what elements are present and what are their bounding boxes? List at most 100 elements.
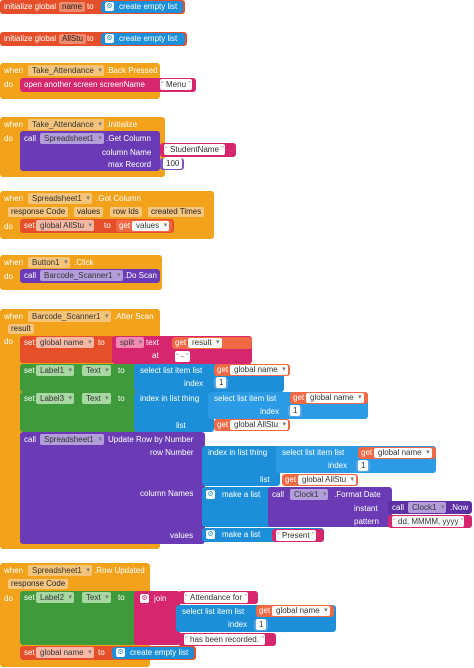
variable-dropdown[interactable]: global name <box>36 647 94 658</box>
number-block[interactable]: 1 <box>254 619 268 631</box>
event-param[interactable]: row Ids <box>110 207 142 217</box>
event-initialize[interactable]: when Take_Attendance .Initialize do call… <box>0 117 236 177</box>
get-column-call[interactable]: call Spreadsheet1 .Get Column column Nam… <box>20 131 160 171</box>
string-literal[interactable]: Attendance for <box>184 592 249 603</box>
string-literal[interactable]: dd, MMMM, yyyy <box>392 516 465 527</box>
number-literal[interactable]: 1 <box>358 460 369 471</box>
format-date-call[interactable]: call Clock1 .Format Date instant pattern <box>268 487 392 527</box>
number-literal[interactable]: 1 <box>256 619 267 630</box>
component-dropdown[interactable]: Label2 <box>36 592 75 603</box>
component-dropdown[interactable]: Label3 <box>36 393 75 404</box>
component-dropdown[interactable]: Take_Attendance <box>28 65 104 76</box>
set-global-block[interactable]: set global AllStu to get values <box>20 219 174 233</box>
event-param[interactable]: response Code <box>8 207 69 217</box>
gear-icon[interactable]: ⚙ <box>206 490 215 499</box>
component-dropdown[interactable]: Take_Attendance <box>28 119 104 130</box>
variable-dropdown[interactable]: global AllStu <box>36 220 95 231</box>
set-label1-text-block[interactable]: set Label1 Text to <box>20 364 138 392</box>
create-empty-list-block[interactable]: ⚙ create empty list <box>112 647 194 659</box>
get-global-name-block[interactable]: get global name <box>290 392 368 404</box>
number-literal[interactable]: 1 <box>290 405 301 416</box>
component-dropdown[interactable]: Spreadsheet1 <box>40 434 104 445</box>
variable-dropdown[interactable]: values <box>132 221 170 231</box>
gear-icon[interactable]: ⚙ <box>206 530 215 539</box>
get-global-name-block[interactable]: get global name <box>358 447 436 459</box>
event-button-click[interactable]: when Button1 .Click do call Barcode_Scan… <box>0 255 162 290</box>
set-global-name-block[interactable]: set global name to ⚙ create empty list <box>20 646 196 660</box>
create-empty-list-block[interactable]: ⚙ create empty list <box>101 1 183 13</box>
text-block[interactable]: Attendance for <box>178 591 258 604</box>
var-name[interactable]: name <box>59 2 86 12</box>
component-dropdown[interactable]: Button1 <box>28 257 70 268</box>
clock-now-call[interactable]: call Clock1 .Now <box>388 501 472 514</box>
get-global-name-block[interactable]: get global name <box>214 364 290 376</box>
variable-dropdown[interactable]: global name <box>230 365 288 375</box>
event-param[interactable]: result <box>8 324 34 334</box>
init-global-name-block[interactable]: initialize global name to ⚙ create empty… <box>0 0 185 14</box>
get-global-allstu-block[interactable]: get global AllStu <box>214 419 290 431</box>
string-literal[interactable]: Present <box>276 530 316 541</box>
number-block[interactable]: 1 <box>214 377 228 389</box>
do-scan-call[interactable]: call Barcode_Scanner1 .Do Scan <box>20 269 160 283</box>
create-empty-list-block[interactable]: ⚙ create empty list <box>101 33 185 45</box>
text-block[interactable]: Present <box>272 529 324 542</box>
variable-dropdown[interactable]: global name <box>272 606 330 616</box>
component-dropdown[interactable]: Clock1 <box>408 502 447 513</box>
variable-dropdown[interactable]: global name <box>374 448 432 458</box>
number-literal[interactable]: 100 <box>163 158 183 169</box>
component-dropdown[interactable]: Barcode_Scanner1 <box>28 311 111 322</box>
block-label: select list item list <box>214 394 277 403</box>
string-literal[interactable]: has been recorded. <box>184 634 265 645</box>
text-op-dropdown[interactable]: split <box>116 337 145 348</box>
string-literal[interactable]: StudentName <box>164 144 225 155</box>
get-global-name-block[interactable]: get global name <box>256 605 334 617</box>
text-block[interactable]: dd, MMMM, yyyy <box>388 515 472 528</box>
index-in-list-block[interactable]: index in list thing list <box>134 392 214 432</box>
property-dropdown[interactable]: Text <box>82 365 111 376</box>
text-block[interactable]: - <box>172 350 200 363</box>
event-param[interactable]: values <box>74 207 104 217</box>
text-block[interactable]: has been recorded. <box>178 633 276 646</box>
init-global-allstu-block[interactable]: initialize global AllStu to ⚙ create emp… <box>0 32 187 46</box>
index-in-list-block[interactable]: index in list thing list <box>202 446 280 486</box>
number-block[interactable]: 1 <box>288 405 302 417</box>
component-dropdown[interactable]: Barcode_Scanner1 <box>40 270 123 281</box>
set-label3-text-block[interactable]: set Label3 Text to <box>20 392 138 432</box>
event-back-pressed[interactable]: when Take_Attendance .Back Pressed do op… <box>0 63 196 99</box>
set-global-name-block[interactable]: set global name to <box>20 336 115 363</box>
var-name[interactable]: AllStu <box>59 34 86 44</box>
gear-icon[interactable]: ⚙ <box>105 2 114 11</box>
gear-icon[interactable]: ⚙ <box>116 648 125 657</box>
event-got-column[interactable]: when Spreadsheet1 .Got Column response C… <box>0 191 214 239</box>
get-global-allstu-block[interactable]: get global AllStu <box>282 474 358 486</box>
component-dropdown[interactable]: Spreadsheet1 <box>28 193 92 204</box>
update-row-call[interactable]: call Spreadsheet1 Update Row by Number r… <box>20 432 205 544</box>
variable-dropdown[interactable]: global AllStu <box>298 475 357 485</box>
join-block[interactable]: ⚙ join <box>134 591 180 645</box>
variable-dropdown[interactable]: result <box>188 338 222 348</box>
number-block[interactable]: 100 <box>160 158 184 170</box>
component-dropdown[interactable]: Spreadsheet1 <box>28 565 92 576</box>
string-literal[interactable]: Menu <box>160 79 193 90</box>
event-param[interactable]: response Code <box>8 579 69 589</box>
get-block[interactable]: get values <box>116 220 172 232</box>
event-param[interactable]: created Times <box>148 207 205 217</box>
number-literal[interactable]: 1 <box>216 377 227 388</box>
gear-icon[interactable]: ⚙ <box>140 594 149 603</box>
variable-dropdown[interactable]: global name <box>306 393 364 403</box>
open-screen-block[interactable]: open another screen screenName Menu <box>20 78 196 92</box>
property-dropdown[interactable]: Text <box>82 393 111 404</box>
make-list-block[interactable]: ⚙ make a list <box>202 487 274 527</box>
variable-dropdown[interactable]: global name <box>36 337 94 348</box>
string-literal[interactable]: - <box>175 351 190 362</box>
number-block[interactable]: 1 <box>356 460 370 472</box>
variable-dropdown[interactable]: global AllStu <box>230 420 289 430</box>
property-dropdown[interactable]: Text <box>82 592 111 603</box>
component-dropdown[interactable]: Clock1 <box>290 489 329 500</box>
component-dropdown[interactable]: Label1 <box>36 365 75 376</box>
gear-icon[interactable]: ⚙ <box>105 34 114 43</box>
component-dropdown[interactable]: Spreadsheet1 <box>40 133 104 144</box>
set-label2-text-block[interactable]: set Label2 Text to <box>20 591 138 645</box>
get-result-block[interactable]: get result <box>172 337 252 349</box>
text-block[interactable]: StudentName <box>160 143 236 157</box>
